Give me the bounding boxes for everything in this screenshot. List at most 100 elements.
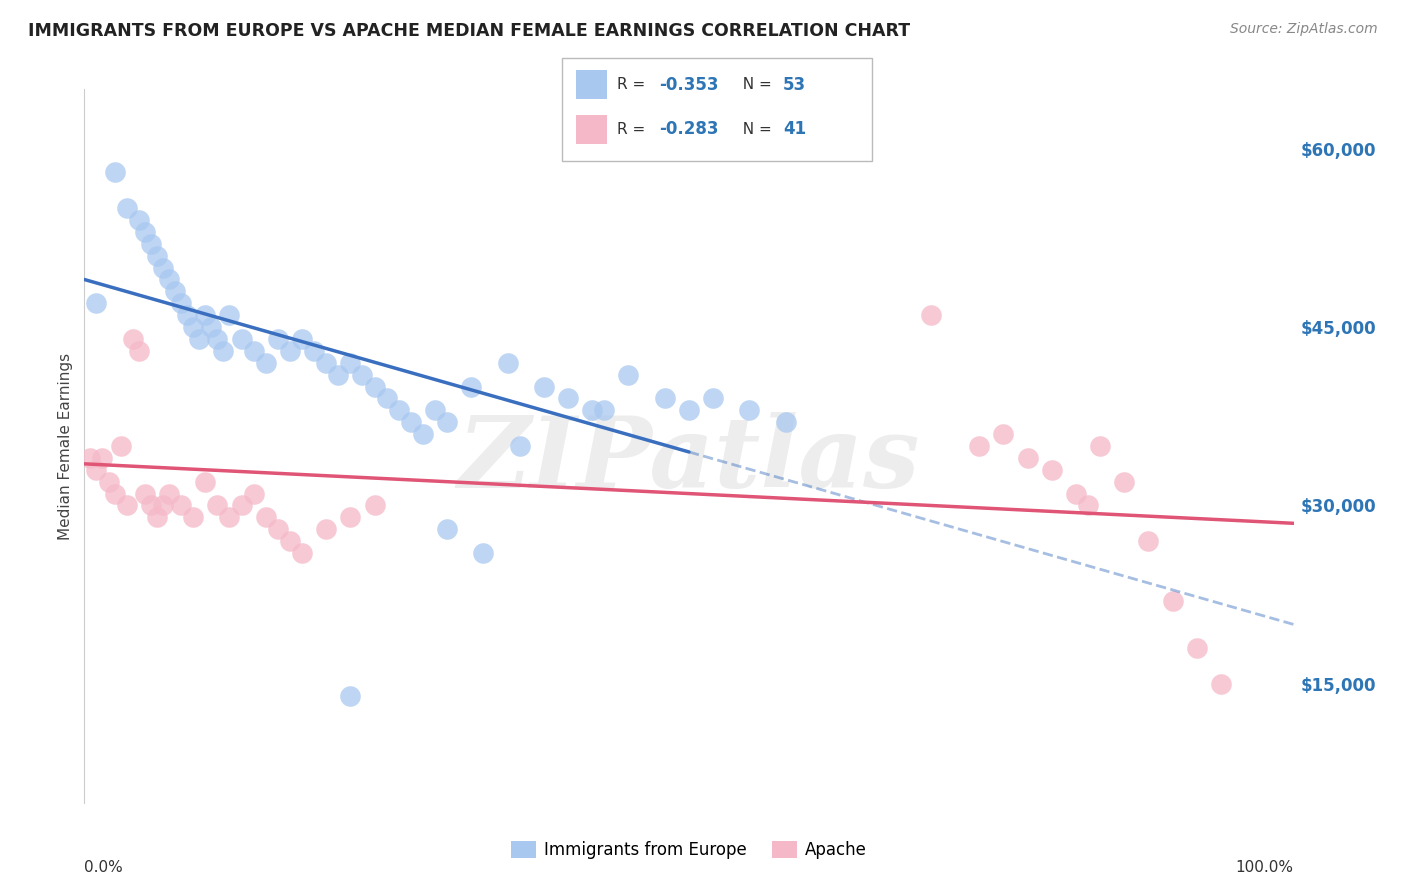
Point bbox=[399, 415, 422, 429]
Point bbox=[200, 320, 222, 334]
Point bbox=[231, 332, 253, 346]
Point bbox=[152, 499, 174, 513]
Point bbox=[291, 332, 314, 346]
Text: 41: 41 bbox=[783, 120, 806, 138]
Point bbox=[363, 379, 385, 393]
Point bbox=[460, 379, 482, 393]
Point bbox=[581, 403, 603, 417]
Point bbox=[86, 296, 108, 310]
Point bbox=[86, 463, 108, 477]
Point bbox=[181, 320, 204, 334]
Point bbox=[170, 499, 193, 513]
Point bbox=[315, 356, 337, 370]
Point bbox=[967, 439, 990, 453]
Point bbox=[315, 522, 337, 536]
Point bbox=[339, 689, 361, 703]
Point bbox=[339, 510, 361, 524]
Point bbox=[139, 499, 162, 513]
Point bbox=[104, 486, 127, 500]
Point bbox=[533, 379, 555, 393]
Point bbox=[91, 450, 114, 465]
Point bbox=[509, 439, 531, 453]
Point bbox=[181, 510, 204, 524]
Point bbox=[212, 343, 235, 358]
Point bbox=[115, 201, 138, 215]
Point bbox=[254, 356, 277, 370]
Point bbox=[97, 475, 120, 489]
Y-axis label: Median Female Earnings: Median Female Earnings bbox=[58, 352, 73, 540]
Point bbox=[218, 510, 240, 524]
Point bbox=[339, 356, 361, 370]
Point bbox=[1137, 534, 1160, 549]
Point bbox=[134, 486, 156, 500]
Point bbox=[1077, 499, 1099, 513]
Point bbox=[254, 510, 277, 524]
Point bbox=[920, 308, 942, 322]
Text: R =: R = bbox=[617, 78, 651, 92]
Point bbox=[231, 499, 253, 513]
Point bbox=[170, 296, 193, 310]
Point bbox=[363, 499, 385, 513]
Text: N =: N = bbox=[733, 78, 776, 92]
Text: ZIPatlas: ZIPatlas bbox=[458, 412, 920, 508]
Point bbox=[157, 272, 180, 286]
Point bbox=[775, 415, 797, 429]
Point bbox=[139, 236, 162, 251]
Point bbox=[472, 546, 495, 560]
Point bbox=[1185, 641, 1208, 656]
Point bbox=[412, 427, 434, 442]
Point bbox=[1040, 463, 1063, 477]
Point bbox=[702, 392, 724, 406]
Text: 53: 53 bbox=[783, 76, 806, 94]
Text: 0.0%: 0.0% bbox=[84, 860, 124, 875]
Point bbox=[188, 332, 211, 346]
Point bbox=[242, 486, 264, 500]
Point bbox=[194, 308, 217, 322]
Point bbox=[738, 403, 761, 417]
Text: Source: ZipAtlas.com: Source: ZipAtlas.com bbox=[1230, 22, 1378, 37]
Point bbox=[352, 368, 374, 382]
Point bbox=[157, 486, 180, 500]
Point bbox=[128, 343, 150, 358]
Point bbox=[278, 534, 301, 549]
Point bbox=[242, 343, 264, 358]
Point bbox=[291, 546, 314, 560]
Point bbox=[146, 249, 169, 263]
Text: R =: R = bbox=[617, 122, 651, 136]
Text: IMMIGRANTS FROM EUROPE VS APACHE MEDIAN FEMALE EARNINGS CORRELATION CHART: IMMIGRANTS FROM EUROPE VS APACHE MEDIAN … bbox=[28, 22, 910, 40]
Point bbox=[1088, 439, 1111, 453]
Text: -0.353: -0.353 bbox=[659, 76, 718, 94]
Text: N =: N = bbox=[733, 122, 776, 136]
Point bbox=[1114, 475, 1136, 489]
Point bbox=[436, 522, 458, 536]
Point bbox=[110, 439, 132, 453]
Point bbox=[1064, 486, 1087, 500]
Point bbox=[79, 450, 101, 465]
Point bbox=[267, 332, 290, 346]
Point bbox=[176, 308, 198, 322]
Point bbox=[1209, 677, 1232, 691]
Point bbox=[678, 403, 700, 417]
Point bbox=[557, 392, 579, 406]
Point bbox=[194, 475, 217, 489]
Point bbox=[128, 213, 150, 227]
Text: 100.0%: 100.0% bbox=[1236, 860, 1294, 875]
Point bbox=[617, 368, 640, 382]
Point bbox=[654, 392, 676, 406]
Point bbox=[104, 165, 127, 179]
Point bbox=[328, 368, 350, 382]
Point bbox=[1017, 450, 1039, 465]
Point bbox=[115, 499, 138, 513]
Point bbox=[423, 403, 446, 417]
Point bbox=[218, 308, 240, 322]
Point bbox=[267, 522, 290, 536]
Point bbox=[207, 332, 229, 346]
Text: -0.283: -0.283 bbox=[659, 120, 718, 138]
Point bbox=[388, 403, 411, 417]
Legend: Immigrants from Europe, Apache: Immigrants from Europe, Apache bbox=[505, 834, 873, 866]
Point bbox=[993, 427, 1015, 442]
Point bbox=[146, 510, 169, 524]
Point bbox=[152, 260, 174, 275]
Point bbox=[165, 285, 187, 299]
Point bbox=[593, 403, 616, 417]
